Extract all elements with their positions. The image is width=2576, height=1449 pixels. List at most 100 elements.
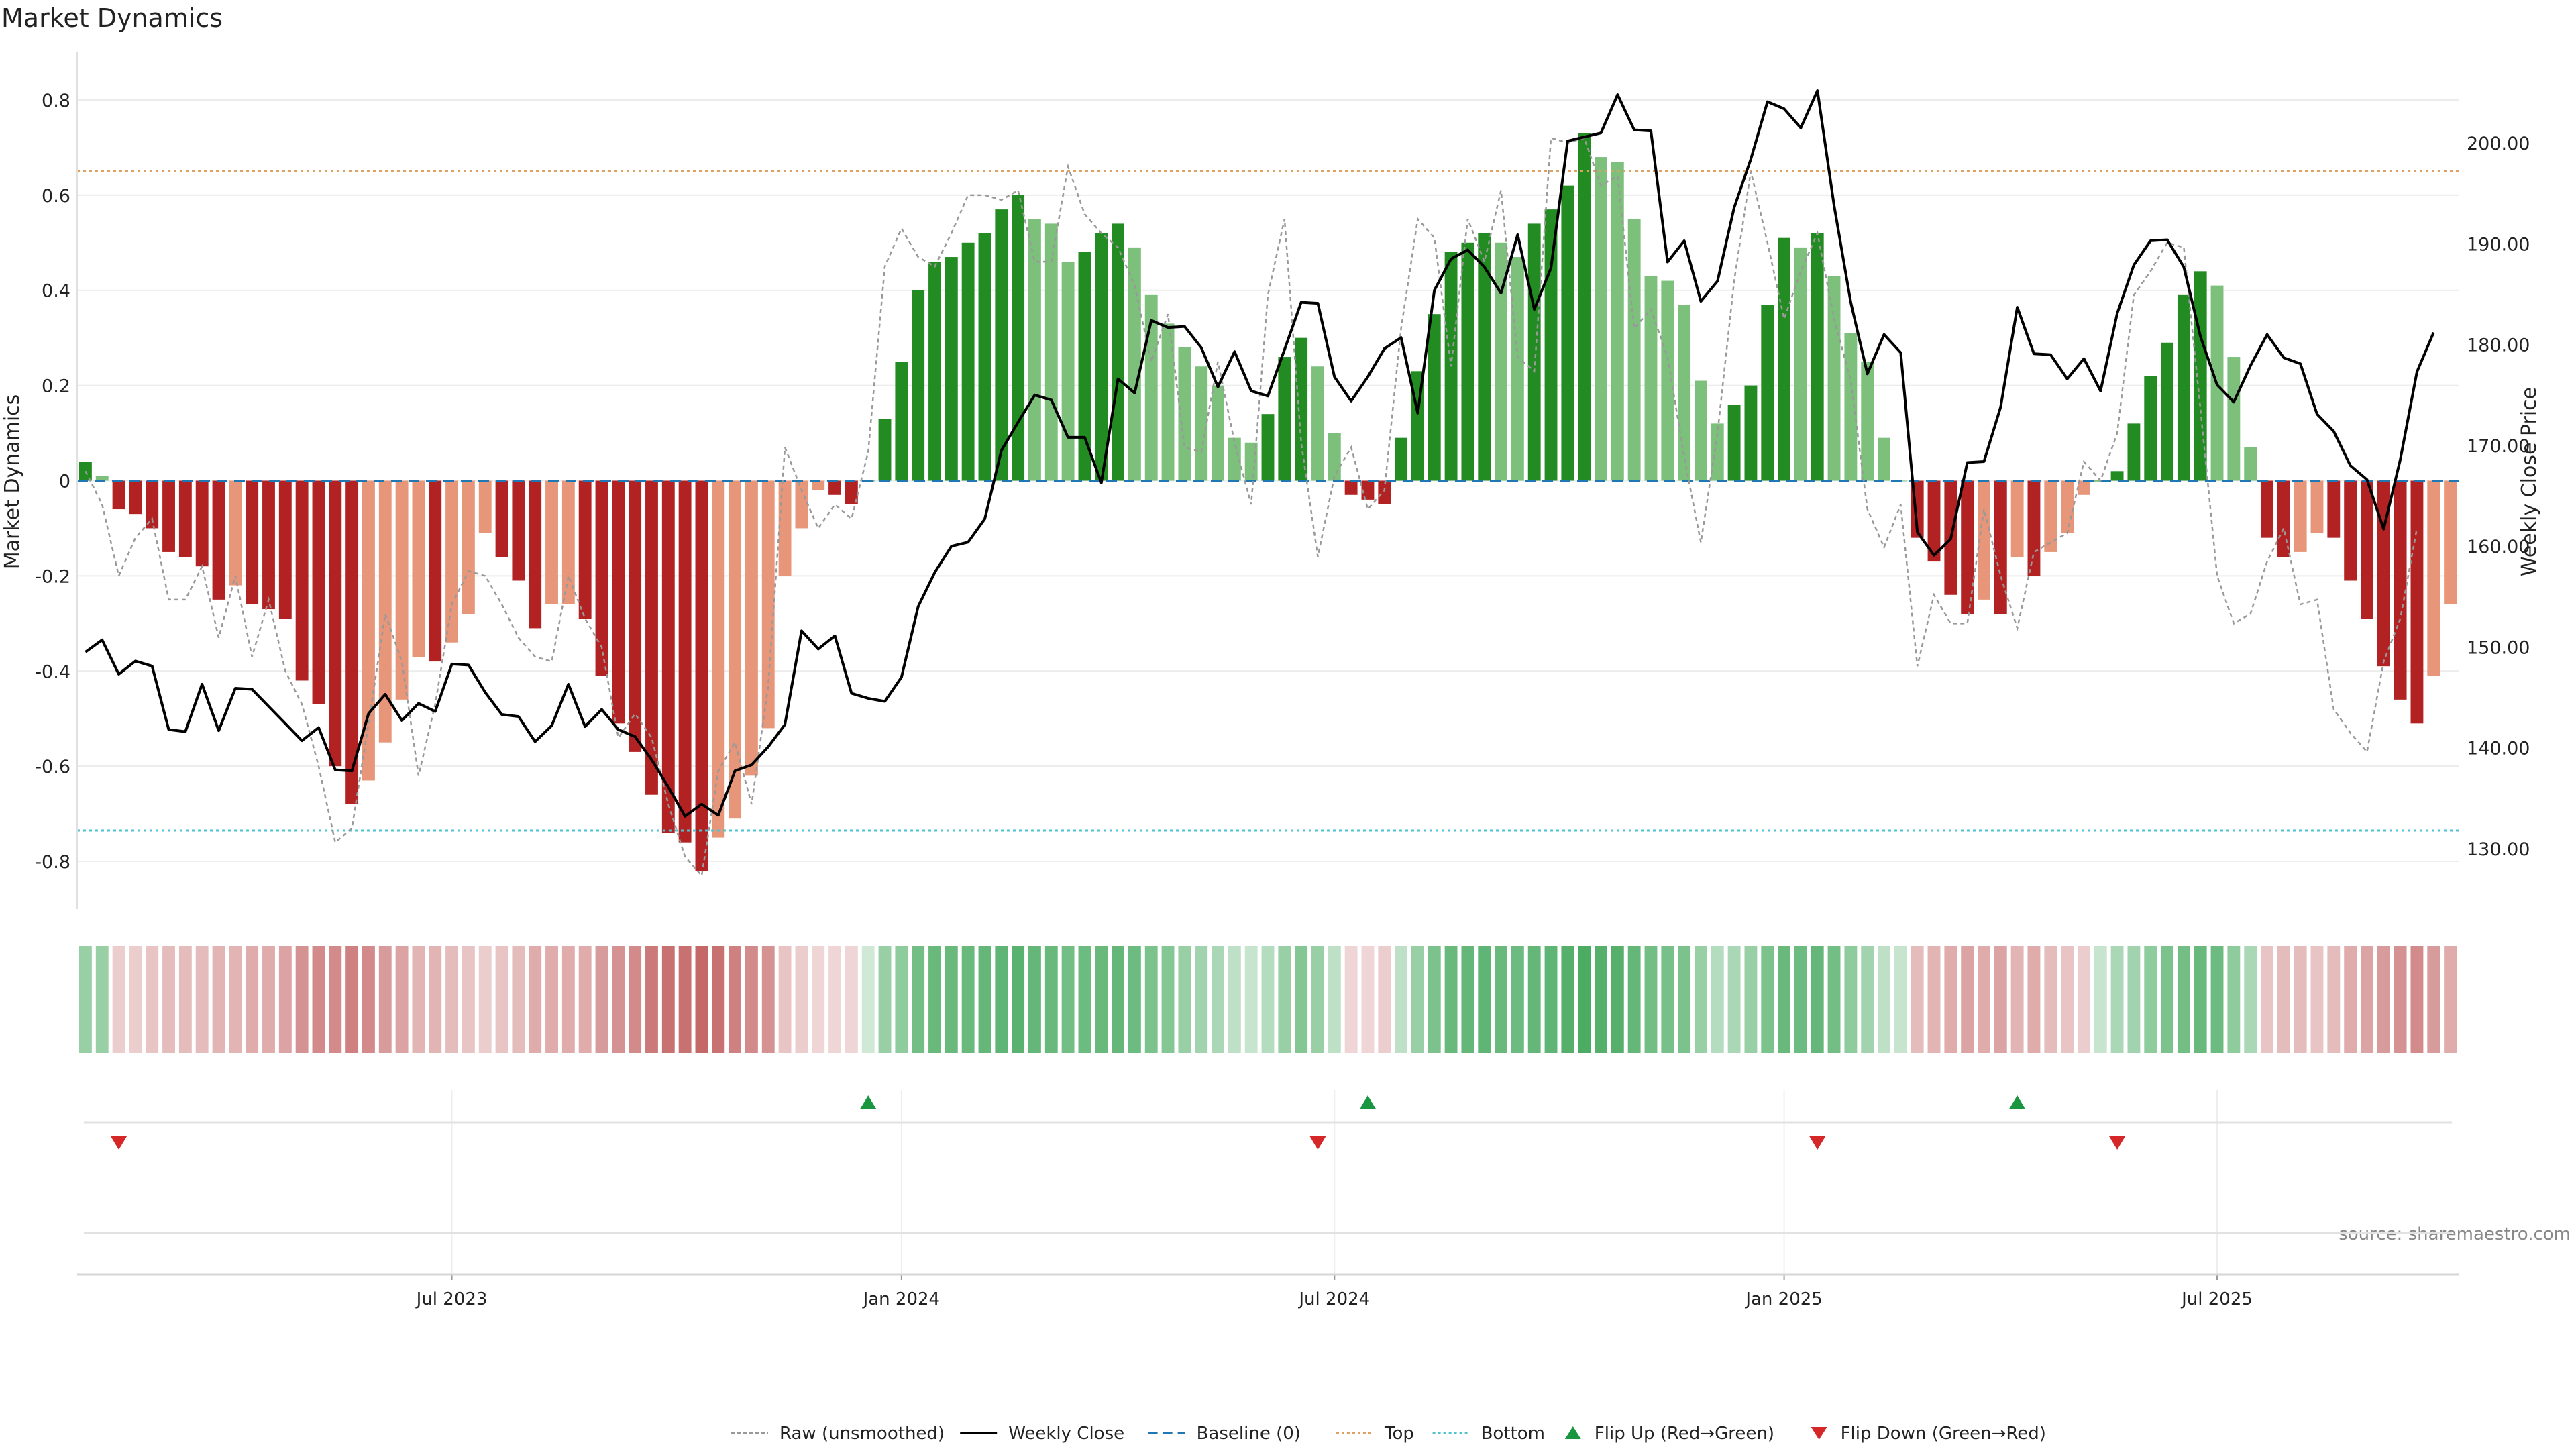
heat-cell — [2161, 946, 2174, 1053]
heat-cell — [1144, 946, 1158, 1053]
dynamics-bar — [295, 480, 309, 681]
heat-cell — [1578, 946, 1591, 1053]
heat-cell — [729, 946, 742, 1053]
legend-label: Raw (unsmoothed) — [780, 1424, 945, 1444]
heat-cell — [162, 946, 175, 1053]
heat-cell — [1761, 946, 1774, 1053]
heat-cell — [212, 946, 225, 1053]
chart-title: Market Dynamics — [1, 3, 223, 33]
dynamics-bar — [178, 480, 192, 557]
heat-cell — [412, 946, 425, 1053]
dynamics-bar — [612, 480, 625, 724]
heat-cell — [1361, 946, 1375, 1053]
heat-cell — [2294, 946, 2307, 1053]
heat-cell — [1495, 946, 1507, 1053]
dynamics-bar — [1611, 162, 1624, 481]
left-y-tick-label: -0.4 — [35, 661, 70, 682]
heat-cell — [1478, 946, 1491, 1053]
dynamics-bar — [1195, 366, 1208, 481]
dynamics-bar — [795, 480, 808, 529]
legend-item-bottom: Bottom — [1432, 1424, 1545, 1444]
dynamics-bar — [1128, 247, 1141, 481]
heat-cell — [2344, 946, 2357, 1053]
left-y-axis-label: Market Dynamics — [1, 394, 24, 570]
heat-cell — [1978, 946, 1990, 1053]
heat-cell — [695, 946, 708, 1053]
heat-cell — [529, 946, 542, 1053]
heat-cell — [1444, 946, 1458, 1053]
heat-cell — [1611, 946, 1624, 1053]
dynamics-bar — [578, 480, 592, 619]
heat-cell — [262, 946, 275, 1053]
dynamics-bar — [262, 480, 275, 610]
heat-cell — [629, 946, 642, 1053]
left-y-tick-label: -0.8 — [35, 852, 70, 873]
right-y-tick-label: 150.00 — [2467, 637, 2530, 658]
heat-cell — [2361, 946, 2373, 1053]
heat-cell — [928, 946, 941, 1053]
dynamics-bar — [1244, 442, 1258, 481]
heat-cell — [1328, 946, 1341, 1053]
heat-cell — [1395, 946, 1408, 1053]
dynamics-bar — [712, 480, 725, 838]
dynamics-bar — [378, 480, 392, 743]
dynamics-bar — [2078, 480, 2090, 495]
dynamics-bar — [945, 257, 958, 481]
dynamics-bar — [1778, 237, 1791, 481]
heat-cell — [178, 946, 192, 1053]
dynamics-bar — [2227, 357, 2241, 481]
dynamics-bar — [2161, 342, 2174, 481]
legend: Raw (unsmoothed) Weekly Close Baseline (0)… — [731, 1424, 2046, 1444]
flip-down-marker — [1309, 1136, 1326, 1150]
dynamics-bar — [1061, 262, 1075, 481]
heat-cell — [828, 946, 841, 1053]
dynamics-bar — [1994, 480, 2007, 614]
heat-cell — [1228, 946, 1241, 1053]
dynamics-bar — [1978, 480, 1990, 600]
heat-cell — [1678, 946, 1691, 1053]
heat-cell — [945, 946, 958, 1053]
dynamics-bar — [2294, 480, 2307, 552]
dynamics-bar — [545, 480, 558, 604]
heat-cell — [861, 946, 875, 1053]
dynamics-bar — [1627, 219, 1641, 481]
dynamics-bar — [1861, 362, 1874, 481]
heat-cell — [1411, 946, 1424, 1053]
heat-cell — [195, 946, 209, 1053]
heat-cell — [1894, 946, 1907, 1053]
heat-cell — [1944, 946, 1957, 1053]
legend-item-close: Weekly Close — [960, 1424, 1124, 1444]
dynamics-bar — [129, 480, 142, 515]
legend-item-baseline: Baseline (0) — [1148, 1424, 1301, 1444]
heat-cell — [112, 946, 125, 1053]
heat-cell — [561, 946, 575, 1053]
dynamics-bar — [2027, 480, 2041, 576]
heat-cell — [595, 946, 608, 1053]
left-y-tick-label: 0.6 — [42, 186, 70, 207]
heat-cell — [745, 946, 758, 1053]
dynamics-bar — [2394, 480, 2407, 700]
heat-cell — [578, 946, 592, 1053]
heat-cell — [1778, 946, 1791, 1053]
dynamics-bar — [1144, 294, 1158, 481]
legend-item-top: Top — [1336, 1424, 1414, 1444]
dynamics-bar — [1395, 437, 1408, 481]
right-y-tick-label: 160.00 — [2467, 537, 2530, 557]
heat-cell — [2261, 946, 2273, 1053]
legend-label: Top — [1384, 1424, 1414, 1444]
dynamics-bar — [695, 480, 708, 871]
dynamics-bar — [1495, 242, 1507, 481]
dynamics-bar — [1328, 433, 1341, 481]
dynamics-bar — [2110, 471, 2124, 481]
dynamics-bar — [661, 480, 675, 833]
right-y-tick-label: 180.00 — [2467, 335, 2530, 356]
dynamics-bar — [928, 262, 941, 481]
heat-cell — [295, 946, 309, 1053]
dynamics-bar — [561, 480, 575, 604]
dynamics-bar — [1727, 404, 1741, 481]
dynamics-bar — [2010, 480, 2024, 557]
raw-series-line — [85, 137, 2418, 878]
x-tick-label: Jul 2025 — [2180, 1289, 2253, 1309]
heat-cell — [845, 946, 858, 1053]
dynamics-bar — [1228, 437, 1241, 481]
